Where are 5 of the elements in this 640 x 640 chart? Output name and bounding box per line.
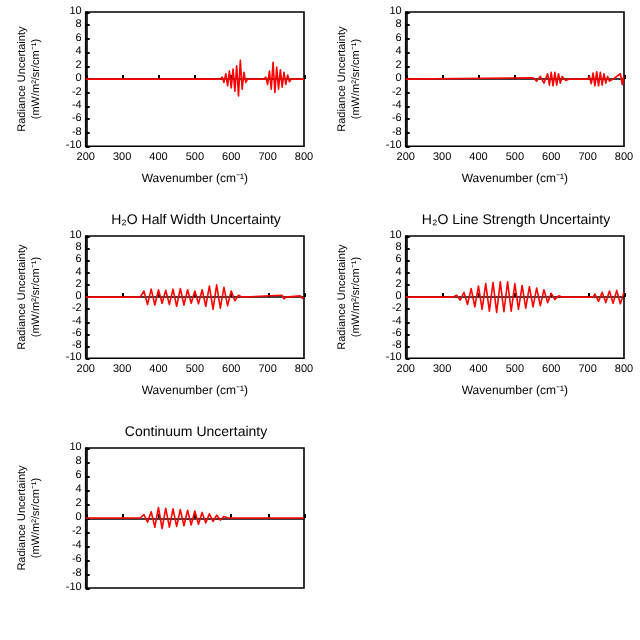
line-series: [84, 506, 305, 530]
line-series: [84, 284, 305, 311]
line-series: [404, 281, 625, 314]
line-series: [84, 59, 305, 97]
line-series: [404, 70, 625, 87]
